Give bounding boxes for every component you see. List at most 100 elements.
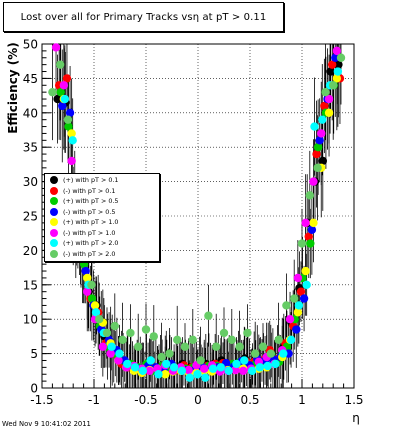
axes: -1.5 -1 -0.5 0 0.5 1 1.5 0 5 10 15 20 25 30 35 40 45 50 [23, 38, 364, 408]
data-point [162, 359, 171, 369]
data-point [224, 366, 233, 375]
data-point [315, 136, 324, 145]
y-tick-label: 20 [23, 244, 38, 258]
legend-marker-icon [50, 249, 58, 258]
data-point [157, 352, 166, 362]
x-tick-label: 1 [298, 393, 306, 407]
data-point [200, 364, 209, 373]
data-point [201, 373, 210, 382]
data-point [90, 301, 100, 310]
y-tick-label: 10 [23, 313, 38, 327]
data-point [91, 308, 101, 317]
data-point [56, 60, 65, 69]
data-point [266, 349, 275, 358]
legend-label: (+) with pT > 1.0 [63, 218, 119, 227]
legend-marker-icon [50, 197, 58, 206]
x-tick-label: -0.5 [134, 393, 157, 407]
data-point [67, 129, 76, 138]
data-point [98, 342, 108, 351]
legend-label: (+) with pT > 0.5 [63, 197, 119, 206]
data-point [271, 359, 280, 369]
data-point [141, 325, 151, 334]
data-point [149, 332, 158, 341]
data-point [307, 225, 317, 234]
x-tick-label: 0.5 [240, 393, 259, 407]
data-point [110, 321, 120, 331]
legend-label: (-) with pT > 0.5 [63, 207, 116, 216]
data-point [282, 301, 291, 310]
x-tick-label: -1.5 [30, 393, 53, 407]
data-point [309, 218, 318, 228]
legend-label: (+) with pT > 2.0 [63, 239, 119, 248]
data-point [180, 342, 190, 351]
legend-entry: (-) with pT > 1.0 [47, 228, 159, 239]
data-point [294, 301, 304, 310]
data-point [301, 266, 310, 276]
data-point [313, 143, 323, 152]
legend-entry: (-) with pT > 0.5 [47, 207, 159, 218]
data-point [318, 156, 327, 166]
chart-title: Lost over all for Primary Tracks vsη at … [20, 11, 267, 23]
data-point [299, 294, 309, 303]
data-point [216, 363, 226, 372]
data-point [324, 108, 334, 118]
data-point [326, 67, 335, 76]
data-point [130, 363, 140, 372]
data-point [161, 370, 170, 379]
data-point [292, 325, 301, 334]
data-point [114, 356, 123, 365]
data-point [102, 328, 112, 338]
data-point [196, 356, 205, 365]
data-point [81, 266, 90, 276]
legend-entry: (+) with pT > 1.0 [47, 217, 159, 228]
legend-marker-icon [50, 186, 58, 195]
data-point [87, 294, 97, 303]
data-point [177, 366, 187, 375]
data-point [263, 361, 272, 371]
data-point [154, 370, 163, 379]
data-point [293, 273, 303, 283]
data-point [115, 349, 124, 358]
data-point [286, 335, 296, 345]
data-point [68, 136, 77, 145]
x-tick-label: -1 [88, 393, 100, 407]
data-point [243, 328, 252, 338]
data-point [138, 366, 148, 375]
data-point [293, 308, 303, 317]
data-point [258, 342, 268, 351]
y-tick-label: 30 [23, 175, 38, 189]
data-point [332, 46, 342, 56]
legend-entry: (+) with pT > 0.1 [47, 175, 159, 186]
data-point [146, 356, 155, 365]
data-point [118, 335, 127, 345]
data-point [107, 342, 116, 351]
data-point [304, 232, 313, 241]
data-point [62, 74, 72, 83]
data-point [188, 335, 197, 345]
data-point [324, 94, 334, 104]
data-point [79, 259, 89, 269]
footer-timestamp: Wed Nov 9 10:41:02 2011 [2, 420, 91, 428]
data-point [309, 177, 318, 186]
data-point [297, 239, 307, 248]
y-tick-label: 25 [23, 210, 38, 224]
legend: (+) with pT > 0.1 (-) with pT > 0.1 (+) … [44, 173, 160, 262]
y-tick-label: 50 [23, 38, 38, 52]
x-tick-label: 1.5 [344, 393, 363, 407]
data-point [208, 364, 218, 373]
data-point [51, 43, 61, 52]
data-point [305, 191, 314, 200]
data-point [332, 74, 342, 83]
data-point [333, 67, 343, 76]
chart-title-box: Lost over all for Primary Tracks vsη at … [3, 2, 284, 32]
data-point [185, 373, 194, 382]
data-point [235, 342, 244, 351]
data-point [95, 315, 104, 324]
data-point [169, 363, 179, 372]
data-point [126, 328, 135, 338]
data-point [184, 365, 193, 375]
data-point [329, 81, 338, 90]
data-point [247, 366, 257, 375]
data-point [232, 359, 241, 369]
data-point [134, 342, 143, 351]
